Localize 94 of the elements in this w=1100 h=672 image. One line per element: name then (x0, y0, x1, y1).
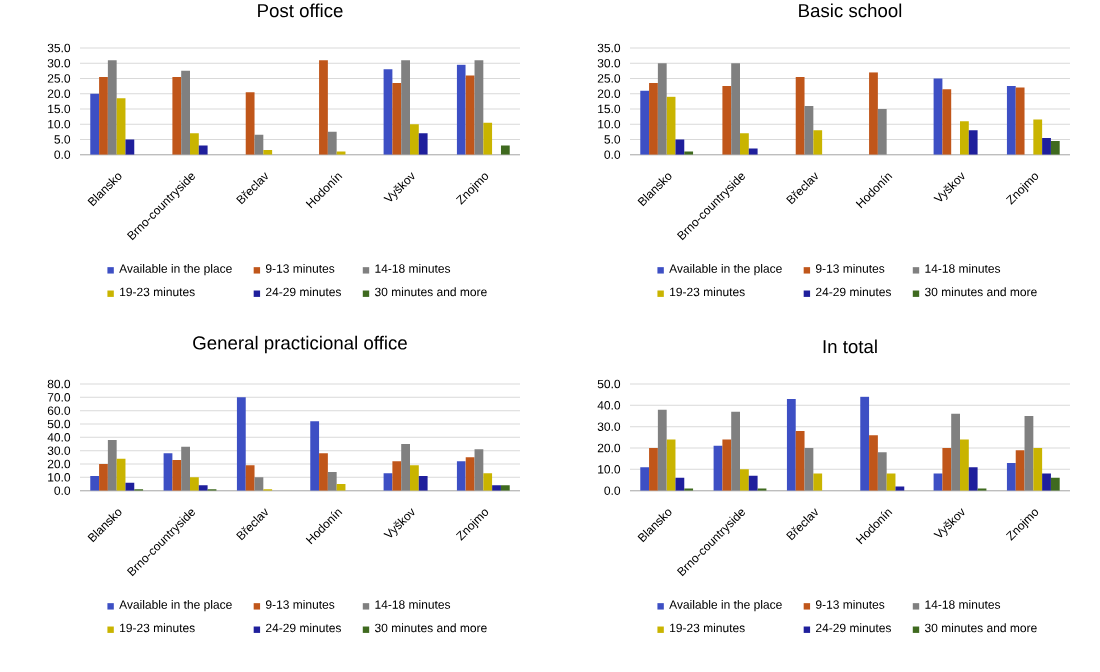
chart-title: In total (823, 339, 877, 354)
bar (327, 472, 337, 491)
bar (869, 72, 878, 155)
bar (1024, 416, 1034, 491)
bar (786, 398, 796, 491)
bar (245, 92, 255, 155)
bar (116, 98, 126, 155)
bar (90, 93, 100, 155)
bar (740, 469, 749, 491)
bar (483, 473, 493, 491)
bar (456, 64, 466, 155)
bar (722, 439, 732, 491)
bar (1033, 447, 1043, 491)
bar (465, 75, 475, 155)
bar (860, 396, 870, 491)
bar (748, 475, 758, 491)
bar (125, 482, 135, 491)
bar (125, 139, 135, 155)
bar (933, 78, 943, 155)
bar (319, 60, 328, 155)
bar (392, 83, 402, 155)
bar (666, 439, 676, 491)
bar (418, 133, 428, 155)
bar (649, 447, 658, 491)
bar (500, 145, 510, 155)
chart-title: Basic school (799, 3, 902, 18)
bar (795, 430, 805, 491)
bar (465, 457, 475, 491)
bar (190, 477, 199, 491)
bar (107, 60, 117, 155)
bar (740, 133, 749, 155)
bar (960, 121, 969, 155)
bar (456, 461, 466, 491)
bar (401, 60, 410, 155)
bar (731, 411, 740, 491)
bar (813, 130, 823, 155)
bar (401, 444, 410, 491)
bar (869, 435, 878, 491)
bar (245, 465, 255, 491)
bar (731, 63, 740, 155)
bar (327, 131, 337, 155)
bar (190, 133, 199, 155)
bar (483, 122, 493, 155)
bar (666, 96, 676, 155)
bar (968, 467, 978, 491)
bar (1042, 473, 1051, 491)
bar (172, 460, 182, 491)
bar (418, 476, 428, 491)
bar (795, 76, 805, 155)
bar (90, 476, 100, 491)
bar (657, 409, 667, 491)
bar (163, 453, 173, 491)
bar (172, 76, 182, 155)
bar (813, 473, 823, 491)
bar (877, 452, 887, 491)
bar (960, 439, 969, 491)
bar (392, 461, 402, 491)
bar (474, 60, 484, 155)
bar (942, 89, 952, 155)
bar (657, 63, 667, 155)
bar (1015, 87, 1025, 155)
bar (410, 465, 419, 491)
bar (383, 69, 393, 155)
bar (319, 453, 328, 491)
bar (198, 485, 208, 491)
bar (500, 485, 510, 491)
bar (640, 90, 650, 155)
bar (649, 83, 658, 155)
bar (474, 449, 484, 491)
bar (675, 139, 685, 155)
bar (99, 76, 108, 155)
chart-title: Post office (258, 3, 343, 18)
bar (675, 477, 685, 491)
bar (310, 421, 320, 491)
bar (492, 485, 501, 491)
bar (804, 105, 814, 155)
bar (1015, 450, 1025, 491)
chart-title: General practicional office (193, 335, 407, 354)
bar (942, 447, 952, 491)
bar (722, 86, 732, 155)
bar (410, 124, 419, 155)
bar (951, 413, 960, 491)
bar (181, 70, 190, 155)
bar (1006, 86, 1016, 155)
bar (1042, 137, 1051, 155)
bar (198, 145, 208, 155)
bar (181, 446, 190, 491)
bar (236, 397, 246, 491)
bar (1033, 119, 1043, 155)
bar (1006, 462, 1016, 491)
bar (968, 130, 978, 155)
bar (107, 440, 117, 491)
bar (640, 467, 650, 491)
bar (877, 108, 887, 155)
